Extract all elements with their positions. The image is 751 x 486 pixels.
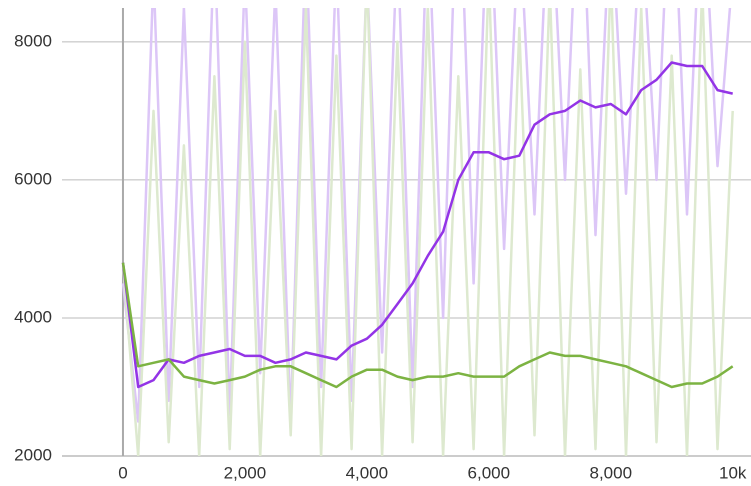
y-tick-label: 2000 (14, 445, 52, 464)
x-tick-label: 4,000 (346, 463, 389, 482)
x-tick-label: 10k (719, 463, 747, 482)
series-line (121, 8, 732, 423)
series-line (121, 262, 734, 389)
series-line (121, 8, 734, 456)
series-line (121, 61, 733, 389)
y-tick-label: 6000 (14, 169, 52, 188)
x-tick-label: 8,000 (589, 463, 632, 482)
x-tick-label: 6,000 (468, 463, 511, 482)
x-tick-label: 0 (118, 463, 127, 482)
labels: 2000 4000 6000 8000 0 2,000 4,000 6,000 8,000 10k (14, 31, 747, 482)
y-tick-label: 8000 (14, 31, 52, 50)
x-tick-label: 2,000 (224, 463, 267, 482)
y-tick-label: 4000 (14, 307, 52, 326)
plot-area (121, 8, 734, 456)
